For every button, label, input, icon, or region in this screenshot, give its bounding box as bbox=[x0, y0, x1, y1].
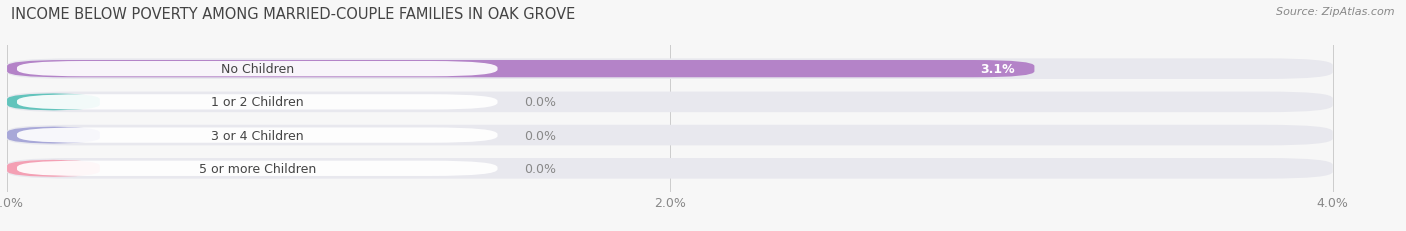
FancyBboxPatch shape bbox=[7, 158, 1333, 179]
Text: No Children: No Children bbox=[221, 63, 294, 76]
Text: 3 or 4 Children: 3 or 4 Children bbox=[211, 129, 304, 142]
Text: 1 or 2 Children: 1 or 2 Children bbox=[211, 96, 304, 109]
FancyBboxPatch shape bbox=[7, 94, 100, 111]
FancyBboxPatch shape bbox=[17, 161, 498, 176]
FancyBboxPatch shape bbox=[7, 127, 100, 144]
Text: 3.1%: 3.1% bbox=[980, 63, 1015, 76]
FancyBboxPatch shape bbox=[7, 125, 1333, 146]
Text: 0.0%: 0.0% bbox=[524, 162, 555, 175]
FancyBboxPatch shape bbox=[7, 59, 1333, 80]
FancyBboxPatch shape bbox=[17, 95, 498, 110]
Text: 0.0%: 0.0% bbox=[524, 96, 555, 109]
FancyBboxPatch shape bbox=[17, 128, 498, 143]
Text: INCOME BELOW POVERTY AMONG MARRIED-COUPLE FAMILIES IN OAK GROVE: INCOME BELOW POVERTY AMONG MARRIED-COUPL… bbox=[11, 7, 575, 22]
Text: 5 or more Children: 5 or more Children bbox=[198, 162, 316, 175]
Text: Source: ZipAtlas.com: Source: ZipAtlas.com bbox=[1277, 7, 1395, 17]
Text: 0.0%: 0.0% bbox=[524, 129, 555, 142]
FancyBboxPatch shape bbox=[7, 160, 100, 177]
FancyBboxPatch shape bbox=[7, 61, 1035, 78]
FancyBboxPatch shape bbox=[17, 62, 498, 77]
FancyBboxPatch shape bbox=[7, 92, 1333, 113]
